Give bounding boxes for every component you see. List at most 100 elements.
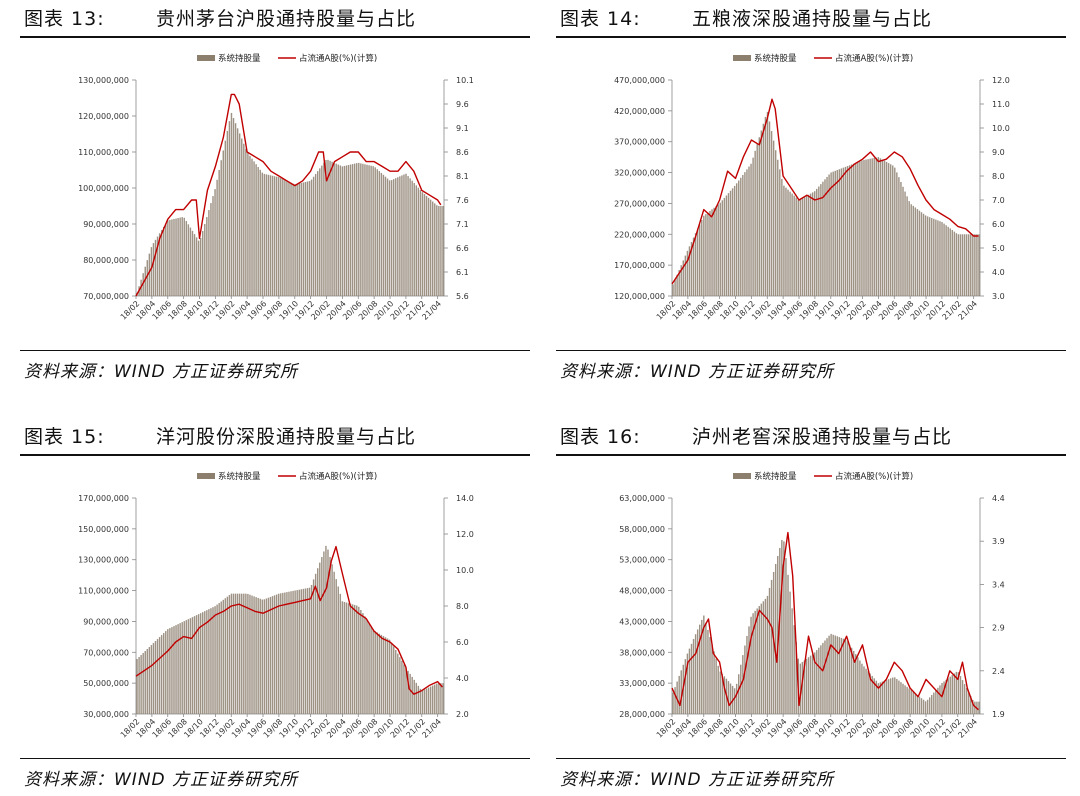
bar: [358, 606, 360, 714]
bar: [867, 671, 869, 714]
bar: [682, 260, 685, 296]
left-tick-label: 58,000,000: [619, 525, 665, 534]
bar: [735, 183, 738, 296]
bar: [959, 676, 962, 714]
bar: [247, 153, 249, 296]
bar: [337, 164, 339, 296]
bar: [236, 593, 239, 714]
bar: [177, 218, 179, 296]
bar: [789, 191, 791, 296]
right-tick-label: 12.0: [456, 530, 474, 539]
left-tick-label: 28,000,000: [619, 710, 665, 719]
bar: [807, 657, 810, 714]
right-tick-label: 2.0: [456, 710, 469, 719]
bar: [187, 224, 190, 296]
bar: [738, 180, 740, 296]
bar: [933, 692, 935, 714]
bar: [951, 230, 953, 296]
bar: [857, 657, 859, 714]
bar: [883, 160, 886, 296]
bar: [397, 177, 399, 296]
bar: [953, 231, 956, 296]
right-tick-label: 8.1: [456, 172, 469, 181]
bar-series: [672, 111, 980, 297]
bar: [347, 165, 350, 296]
right-tick-label: 2.4: [992, 667, 1005, 676]
bar: [674, 279, 676, 296]
bar: [972, 234, 974, 296]
left-tick-label: 90,000,000: [83, 220, 129, 229]
bar: [185, 221, 188, 296]
bar: [754, 150, 756, 296]
bar: [949, 676, 951, 714]
bar: [713, 651, 715, 714]
bar: [793, 195, 795, 296]
legend-label-line: 占流通A股(%)(计算): [299, 53, 377, 64]
bar: [304, 588, 307, 714]
bar: [380, 172, 383, 296]
bar: [699, 224, 701, 296]
bar: [916, 694, 919, 714]
source-note: 资料来源：WIND 方正证券研究所: [556, 350, 1066, 382]
bar: [875, 157, 878, 296]
bar: [438, 206, 440, 296]
bar: [265, 598, 268, 714]
bar: [965, 234, 968, 296]
bar: [970, 696, 972, 714]
bar: [163, 226, 165, 296]
bar: [912, 691, 914, 714]
bar: [434, 203, 436, 296]
bar: [834, 635, 836, 714]
bar: [177, 624, 179, 714]
bar: [976, 234, 978, 296]
bar: [711, 209, 713, 296]
chart-yanghe: 系统持股量 占流通A股(%)(计算) 30,000,000 50,000,000 70,…: [78, 471, 474, 740]
bar: [871, 675, 873, 714]
bar: [850, 164, 853, 296]
bar: [779, 547, 781, 714]
bar: [920, 698, 923, 714]
bar: [965, 688, 968, 714]
line-series: [671, 531, 979, 711]
bar: [779, 169, 781, 296]
bar: [937, 220, 939, 296]
legend: 系统持股量 占流通A股(%)(计算): [197, 53, 377, 64]
bar: [830, 172, 832, 296]
bar: [405, 667, 407, 714]
bar: [152, 643, 155, 714]
bar: [746, 169, 748, 296]
bar: [382, 174, 385, 296]
bar: [721, 673, 724, 714]
figure-header: 图表 13: 贵州茅台沪股通持股量与占比: [20, 2, 530, 38]
bar: [275, 176, 278, 296]
bar: [232, 593, 235, 714]
bar: [199, 238, 202, 296]
bar: [894, 677, 896, 714]
bar: [204, 224, 206, 296]
bar: [374, 167, 376, 296]
bar: [364, 616, 366, 714]
bar: [678, 675, 680, 714]
left-tick-label: 30,000,000: [83, 710, 129, 719]
bar: [916, 209, 919, 296]
bar: [226, 130, 229, 296]
legend-swatch-bar: [733, 55, 751, 61]
bar: [735, 683, 738, 714]
bar: [440, 683, 442, 714]
bar: [403, 664, 405, 714]
bar: [701, 619, 703, 714]
bar: [191, 617, 194, 714]
bar: [918, 696, 921, 714]
bar: [169, 628, 171, 714]
bar: [828, 635, 830, 714]
bar: [813, 191, 816, 296]
bar: [830, 633, 832, 714]
bar: [715, 206, 717, 296]
bar: [748, 166, 750, 296]
bar: [179, 623, 181, 714]
bar: [362, 613, 364, 714]
bar: [358, 162, 360, 296]
legend: 系统持股量 占流通A股(%)(计算): [733, 471, 913, 482]
bar: [423, 194, 426, 296]
bar: [760, 130, 763, 296]
